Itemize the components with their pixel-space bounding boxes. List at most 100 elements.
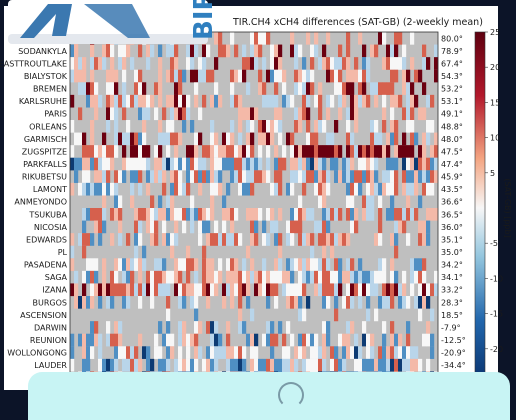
heatmap-cell	[146, 346, 151, 359]
heatmap-cell	[162, 220, 167, 234]
heatmap-cell	[394, 233, 399, 246]
heatmap-cell	[186, 245, 191, 259]
heatmap-cell	[214, 270, 219, 284]
heatmap-cell	[430, 94, 435, 108]
heatmap-cell	[358, 32, 363, 45]
heatmap-cell	[206, 220, 211, 234]
heatmap-cell	[362, 44, 367, 58]
heatmap-cell	[214, 233, 219, 246]
heatmap-cell	[334, 258, 339, 271]
heatmap-cell	[90, 321, 95, 334]
heatmap-cell	[382, 107, 387, 121]
heatmap-cell	[278, 208, 283, 221]
heatmap-cell	[370, 208, 375, 221]
heatmap-cell	[78, 333, 83, 347]
heatmap-cell	[234, 94, 239, 108]
station-label: PARKFALLS	[23, 160, 67, 169]
heatmap-cell	[70, 145, 75, 158]
heatmap-cell	[290, 333, 295, 347]
heatmap-cell	[290, 233, 295, 246]
heatmap-cell	[238, 346, 243, 359]
heatmap-cell	[342, 170, 347, 183]
heatmap-cell	[110, 69, 115, 83]
heatmap-cell	[378, 358, 383, 372]
heatmap-cell	[162, 358, 167, 372]
heatmap-cell	[242, 283, 247, 297]
heatmap-cell	[386, 170, 391, 183]
heatmap-cell	[410, 346, 415, 359]
heatmap-cell	[90, 82, 95, 95]
heatmap-cell	[330, 283, 335, 297]
heatmap-cell	[214, 220, 219, 234]
heatmap-cell	[206, 358, 211, 372]
heatmap-cell	[422, 220, 427, 234]
latitude-label: 36.6°	[441, 198, 463, 207]
heatmap-cell	[82, 358, 87, 372]
heatmap-cell	[334, 346, 339, 359]
heatmap-cell	[414, 170, 419, 183]
heatmap-cell	[130, 283, 135, 297]
heatmap-cell	[166, 44, 171, 58]
heatmap-cell	[178, 258, 183, 271]
heatmap-cell	[298, 220, 303, 234]
heatmap-cell	[166, 120, 171, 133]
heatmap-cell	[382, 170, 387, 183]
heatmap-cell	[298, 208, 303, 221]
heatmap-cell	[390, 296, 395, 309]
heatmap-cell	[394, 157, 399, 171]
heatmap-cell	[258, 69, 263, 83]
heatmap-cell	[354, 270, 359, 284]
heatmap-cell	[98, 145, 103, 158]
heatmap-cell	[310, 208, 315, 221]
heatmap-cell	[238, 283, 243, 297]
heatmap-cell	[246, 270, 251, 284]
heatmap-cell	[274, 283, 279, 297]
heatmap-cell	[102, 132, 107, 146]
heatmap-cell	[402, 270, 407, 284]
heatmap-cell	[182, 296, 187, 309]
heatmap-cell	[154, 220, 159, 234]
heatmap-cell	[210, 195, 215, 209]
heatmap-cell	[210, 120, 215, 133]
heatmap-cell	[322, 157, 327, 171]
heatmap-cell	[350, 107, 355, 121]
heatmap-cell	[70, 233, 75, 246]
heatmap-cell	[306, 233, 311, 246]
latitude-label: 47.5°	[441, 147, 463, 156]
heatmap-cell	[206, 208, 211, 221]
heatmap-cell	[290, 258, 295, 271]
heatmap-cell	[418, 220, 423, 234]
heatmap-cell	[246, 283, 251, 297]
heatmap-cell	[242, 346, 247, 359]
heatmap-cell	[114, 107, 119, 121]
heatmap-cell	[94, 270, 99, 284]
heatmap-cell	[74, 132, 79, 146]
heatmap-cell	[390, 358, 395, 372]
heatmap-cell	[310, 132, 315, 146]
heatmap-cell	[370, 120, 375, 133]
heatmap-cell	[154, 145, 159, 158]
heatmap-cell	[334, 157, 339, 171]
heatmap-cell	[122, 283, 127, 297]
station-label: KARLSRUHE	[19, 97, 67, 106]
heatmap-cell	[74, 157, 79, 171]
heatmap-cell	[310, 258, 315, 271]
heatmap-cell	[214, 145, 219, 158]
heatmap-cell	[426, 220, 431, 234]
heatmap-cell	[346, 120, 351, 133]
heatmap-cell	[246, 57, 251, 70]
heatmap-cell	[338, 94, 343, 108]
heatmap-cell	[158, 321, 163, 334]
heatmap-cell	[114, 346, 119, 359]
heatmap-cell	[358, 296, 363, 309]
latitude-label: 45.9°	[441, 173, 463, 182]
heatmap-cell	[230, 32, 235, 45]
heatmap-cell	[390, 283, 395, 297]
heatmap-cell	[190, 145, 195, 158]
heatmap-cell	[346, 321, 351, 334]
heatmap-cell	[210, 333, 215, 347]
heatmap-cell	[146, 208, 151, 221]
heatmap-cell	[390, 107, 395, 121]
heatmap-cell	[382, 358, 387, 372]
heatmap-cell	[226, 270, 231, 284]
